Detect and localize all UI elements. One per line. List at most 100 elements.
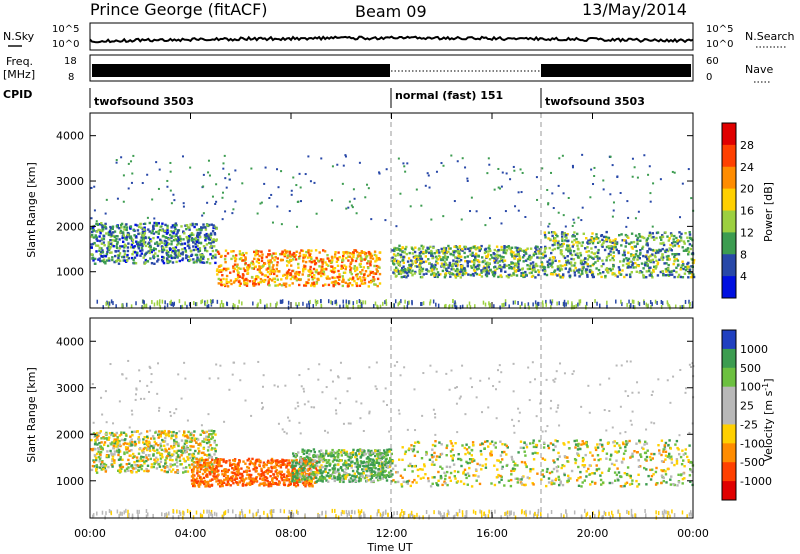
velocity-echo-cell [116,442,119,446]
velocity-echo-cell [270,483,273,486]
power-ground-cell [503,302,505,307]
velocity-echo-cell [302,452,306,455]
velocity-echo-cell [204,458,208,461]
velocity-echo-cell [230,476,233,479]
velocity-echo-cell [193,482,196,485]
velocity-echo-cell [124,433,128,436]
power-echo-cell [238,257,242,261]
velocity-echo-cell [280,461,283,464]
power-echo-cell [584,270,588,273]
power-echo-cell [520,272,523,275]
power-echo-cell [403,267,407,271]
power-echo-cell [654,255,657,259]
velocity-echo-cell [208,461,211,464]
velocity-echo-cell [118,464,122,467]
power-echo-cell [661,258,664,261]
power-echo-cell [144,244,148,248]
power-echo-cell [194,223,197,226]
power-echo-cell [134,251,137,254]
velocity-echo-cell [135,470,138,474]
power-echo-cell [444,247,448,250]
power-echo-cell [253,257,256,260]
power-ground-cell [121,303,123,308]
velocity-echo-cell [139,447,142,450]
velocity-echo-cell [303,478,307,481]
velocity-echo-cell [270,461,274,465]
power-echo-cell [550,264,553,267]
power-echo-cell [573,239,576,242]
power-echo-cell [609,269,613,272]
power-echo-cell [521,249,524,252]
velocity-echo-cell [279,472,282,476]
power-echo-cell [245,251,248,255]
velocity-echo-cell [215,464,218,468]
velocity-echo-cell [207,440,211,444]
power-echo-cell [98,249,101,252]
power-echo-cell [533,268,536,271]
power-ground-cell [348,300,350,305]
power-echo-cell [585,250,588,253]
velocity-echo-cell [98,441,101,445]
power-echo-cell [632,240,636,244]
echo-cell [558,157,561,160]
velocity-echo-cell [199,476,202,479]
power-echo-cell [287,260,290,263]
power-echo-cell [349,270,352,274]
nave-tick-bottom: 0 [706,72,712,83]
velocity-echo-cell [181,446,184,449]
velocity-echo-cell [368,474,372,478]
echo-cell [415,188,418,191]
velocity-echo-cell [178,456,181,459]
velocity-echo-cell [173,445,176,448]
power-echo-cell [365,255,369,258]
power-echo-cell [614,238,617,241]
power-echo-cell [376,277,380,281]
power-echo-cell [378,282,382,285]
power-echo-cell [553,247,556,251]
power-echo-cell [208,262,212,265]
power-echo-cell [185,256,188,260]
power-echo-cell [135,254,139,257]
velocity-echo-cell [224,468,228,472]
velocity-echo-cell [258,484,261,487]
velocity-echo-cell [210,463,213,466]
power-echo-cell [540,252,544,255]
power-echo-cell [288,268,291,272]
power-echo-cell [176,229,180,232]
power-echo-cell [175,260,178,264]
power-echo-cell [521,256,525,259]
power-echo-cell [355,250,359,254]
velocity-echo-cell [309,475,312,479]
velocity-echo-cell [175,451,178,455]
power-echo-cell [503,259,507,262]
power-echo-cell [101,225,104,228]
velocity-echo-cell [146,430,149,433]
velocity-echo-cell [209,433,212,436]
power-echo-cell [627,257,631,261]
echo-cell [288,210,291,213]
power-echo-cell [483,259,486,262]
velocity-echo-cell [228,459,231,462]
power-echo-cell [113,230,117,233]
power-echo-cell [418,263,421,267]
power-ground-cell [567,300,569,305]
velocity-echo-cell [250,473,253,477]
velocity-echo-cell [127,458,130,462]
velocity-echo-cell [238,480,241,483]
velocity-echo-cell [143,469,146,473]
power-ground-cell [688,299,690,304]
power-echo-cell [309,252,312,256]
power-echo-cell [212,226,215,230]
power-echo-cell [220,270,223,273]
power-echo-cell [556,241,560,245]
velocity-echo-cell [109,433,113,437]
power-echo-cell [680,266,683,270]
power-echo-cell [197,250,200,253]
power-ground-cell [527,302,530,307]
power-echo-cell [108,251,112,254]
velocity-echo-cell [262,477,265,480]
power-echo-cell [627,251,630,254]
velocity-echo-cell [134,463,137,467]
power-echo-cell [605,230,608,234]
power-echo-cell [269,259,272,262]
